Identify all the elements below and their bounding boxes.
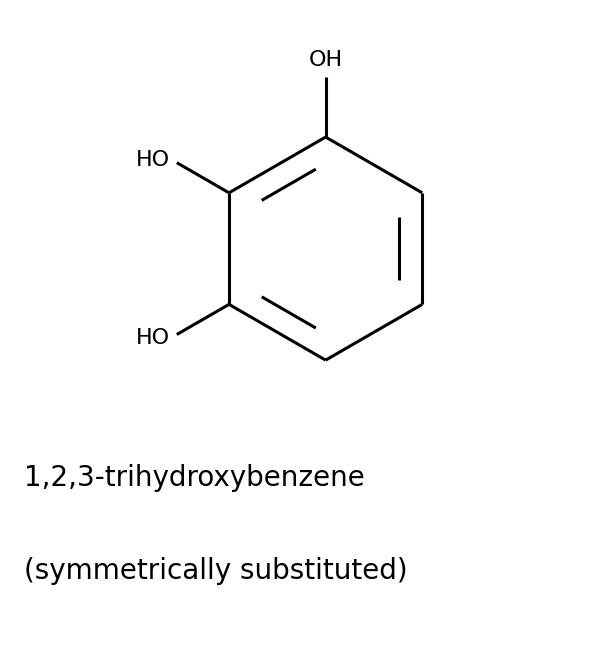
Text: HO: HO xyxy=(136,150,169,170)
Text: OH: OH xyxy=(309,50,343,69)
Text: 1,2,3-trihydroxybenzene: 1,2,3-trihydroxybenzene xyxy=(24,464,365,492)
Text: HO: HO xyxy=(136,327,169,348)
Text: (symmetrically substituted): (symmetrically substituted) xyxy=(24,557,408,585)
